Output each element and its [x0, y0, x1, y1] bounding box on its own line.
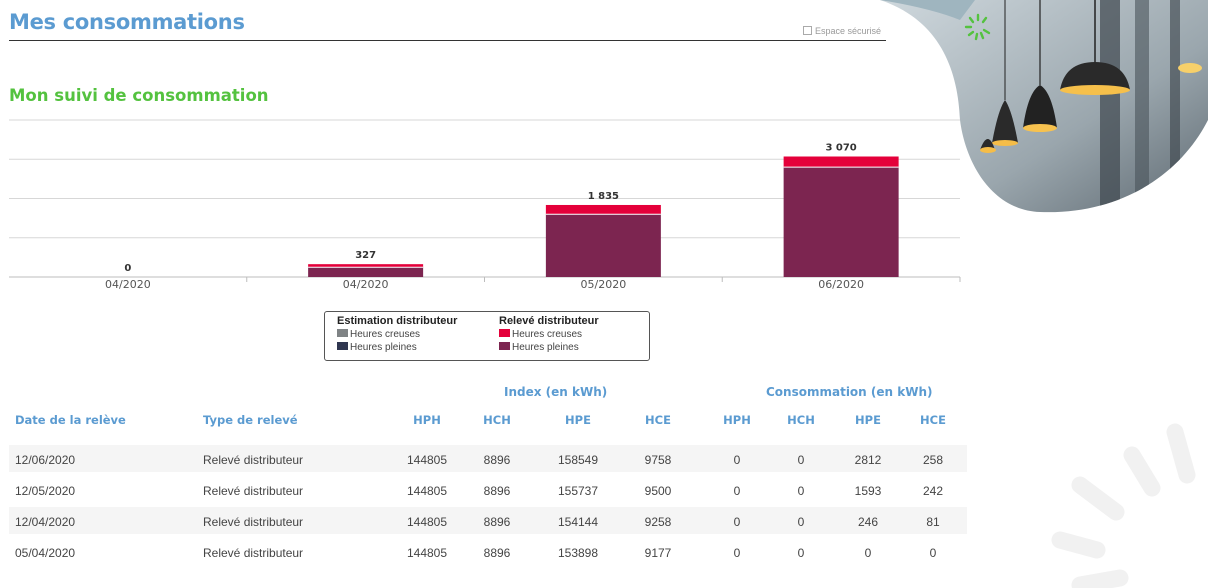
column-header[interactable]: HCH [483, 413, 511, 427]
column-header[interactable]: HPE [855, 413, 881, 427]
title-divider [9, 40, 886, 41]
legend-title-estimation: Estimation distributeur [337, 315, 458, 327]
table-cell: 8896 [483, 484, 511, 498]
legend-swatch [499, 342, 510, 350]
table-cell: 153898 [557, 546, 599, 560]
table-cell: 242 [922, 484, 944, 498]
table-cell: 246 [857, 515, 879, 529]
data-label: 327 [355, 250, 376, 261]
secure-space-label: Espace sécurisé [815, 26, 882, 36]
table-cell: 2812 [854, 453, 882, 467]
table-cell: Relevé distributeur [203, 453, 304, 467]
table-cell: 155737 [557, 484, 599, 498]
table-cell: 05/04/2020 [15, 546, 76, 560]
table-cell: 8896 [483, 453, 511, 467]
bar-segment [783, 156, 899, 168]
x-tick-label: 04/2020 [343, 278, 389, 291]
consumption-chart: 0 04/2020 327 04/2020 1 835 05/2020 3 070 06/20… [9, 119, 961, 291]
table-cell: 0 [929, 546, 937, 560]
column-header[interactable]: HCE [920, 413, 946, 427]
legend-swatch [337, 342, 348, 350]
legend-label: Heures creuses [512, 329, 583, 340]
table-cell: Relevé distributeur [203, 484, 304, 498]
loading-spinner-icon [964, 13, 991, 41]
column-header[interactable]: Date de la relève [15, 413, 126, 427]
table-cell: 258 [922, 453, 944, 467]
data-label: 0 [124, 263, 131, 274]
x-tick-label: 06/2020 [818, 278, 864, 291]
column-header[interactable]: HPH [723, 413, 751, 427]
legend-label: Heures creuses [350, 329, 421, 340]
table-cell: 1593 [854, 484, 882, 498]
bar-segment [308, 264, 424, 268]
table-cell: 12/05/2020 [15, 484, 76, 498]
bar-segment [545, 204, 661, 215]
legend-label: Heures pleines [350, 342, 417, 353]
table-cell: 0 [733, 546, 741, 560]
table-cell: 0 [797, 546, 805, 560]
legend-swatch [499, 329, 510, 337]
column-header[interactable]: Type de relevé [203, 413, 298, 427]
table-cell: 144805 [406, 484, 448, 498]
legend-title-releve: Relevé distributeur [499, 315, 599, 327]
table-cell: 8896 [483, 546, 511, 560]
table-cell: Relevé distributeur [203, 515, 304, 529]
table-cell: 0 [864, 546, 872, 560]
bar-segment [783, 167, 899, 277]
table-cell: 158549 [557, 453, 599, 467]
table-row[interactable]: 12/04/2020 Relevé distributeur 144805 8896 1… [9, 507, 967, 534]
table-cell: 0 [797, 453, 805, 467]
secure-space-link[interactable]: Espace sécurisé [803, 26, 881, 36]
data-label: 3 070 [825, 143, 856, 154]
column-header[interactable]: HPE [565, 413, 591, 427]
table-cell: 0 [733, 453, 741, 467]
bar-segment [308, 267, 424, 277]
table-cell: 0 [797, 484, 805, 498]
legend-label: Heures pleines [512, 342, 579, 353]
legend-item[interactable]: Heures creuses [337, 328, 457, 341]
table-cell: 9500 [644, 484, 672, 498]
table-cell: 144805 [406, 515, 448, 529]
lock-icon [803, 26, 812, 35]
table-cell: 12/04/2020 [15, 515, 76, 529]
x-tick-label: 05/2020 [581, 278, 627, 291]
table-row[interactable]: 12/05/2020 Relevé distributeur 144805 8896 1… [9, 476, 967, 503]
table-cell: 12/06/2020 [15, 453, 76, 467]
chart-legend: Estimation distributeur Heures creuses H… [324, 311, 650, 361]
index-group-header: Index (en kWh) [504, 385, 608, 399]
legend-item[interactable]: Heures pleines [499, 341, 599, 354]
table-cell: Relevé distributeur [203, 546, 304, 560]
legend-swatch [337, 329, 348, 337]
table-cell: 0 [733, 515, 741, 529]
table-row[interactable]: 12/06/2020 Relevé distributeur 144805 8896 1… [9, 445, 967, 472]
column-header[interactable]: HCH [787, 413, 815, 427]
legend-item[interactable]: Heures creuses [499, 328, 599, 341]
table-cell: 8896 [483, 515, 511, 529]
table-cell: 9258 [644, 515, 672, 529]
table-cell: 0 [797, 515, 805, 529]
table-row[interactable]: 05/04/2020 Relevé distributeur 144805 8896 1… [9, 538, 967, 565]
column-header[interactable]: HPH [413, 413, 441, 427]
table-cell: 144805 [406, 453, 448, 467]
data-label: 1 835 [588, 191, 619, 202]
consumption-group-header: Consommation (en kWh) [766, 385, 933, 399]
table-cell: 9758 [644, 453, 672, 467]
table-cell: 0 [733, 484, 741, 498]
table-cell: 154144 [557, 515, 599, 529]
header-lamps-image [880, 0, 1208, 213]
column-header[interactable]: HCE [645, 413, 671, 427]
table-cell: 9177 [644, 546, 672, 560]
x-tick-label: 04/2020 [105, 278, 151, 291]
section-title: Mon suivi de consommation [9, 86, 269, 105]
bar-segment [545, 214, 661, 277]
legend-item[interactable]: Heures pleines [337, 341, 457, 354]
table-cell: 81 [926, 515, 940, 529]
background-decoration [1051, 423, 1196, 588]
page-title: Mes consommations [9, 10, 245, 34]
table-cell: 144805 [406, 546, 448, 560]
